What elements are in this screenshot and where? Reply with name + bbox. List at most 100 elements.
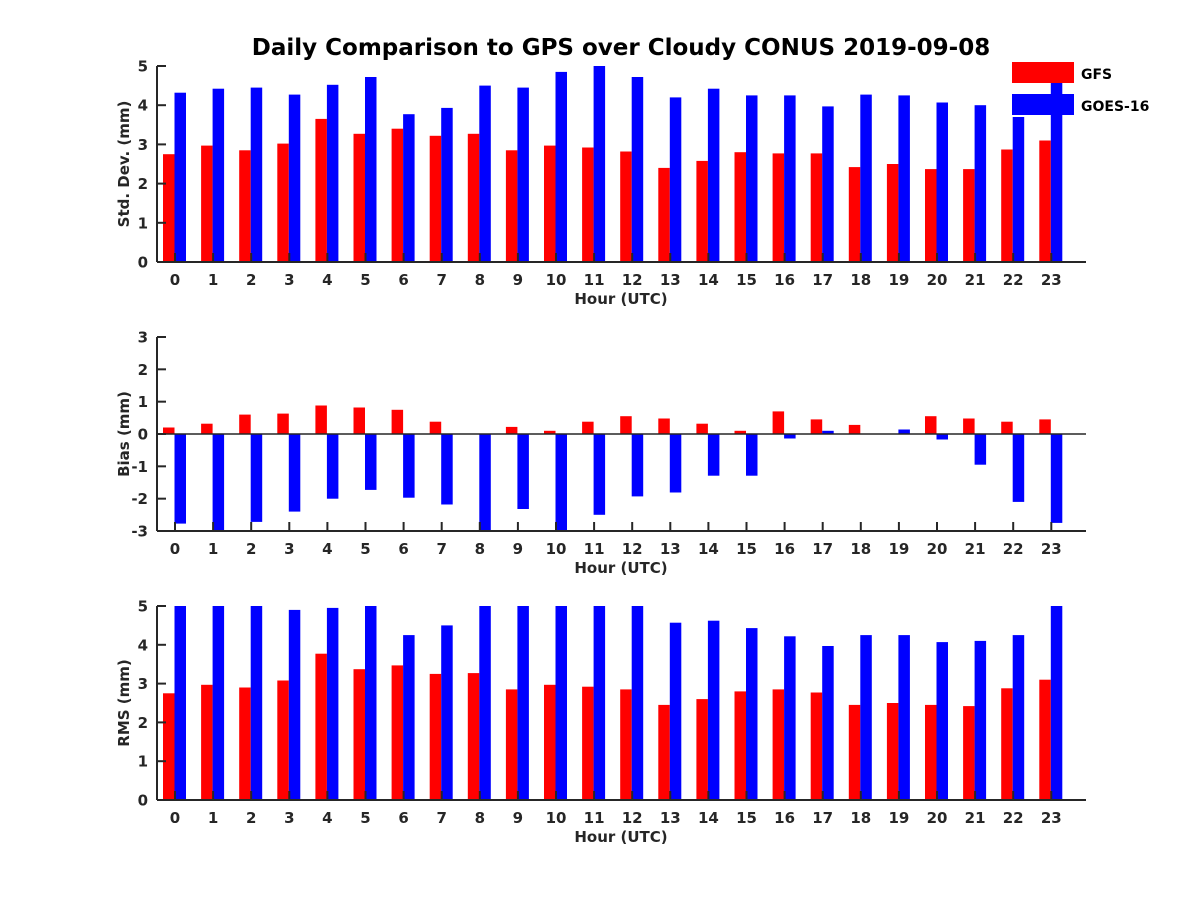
bar-stddev-goes16-7: [441, 107, 453, 263]
x-tick-label-stddev: 20: [927, 271, 948, 289]
bar-rms-goes16-9: [517, 606, 529, 800]
bar-bias-goes16-21: [974, 434, 987, 465]
bar-stddev-gfs-1: [201, 145, 213, 262]
bar-stddev-goes16-18: [860, 94, 872, 262]
bar-rms-gfs-0: [163, 693, 175, 800]
bar-stddev-gfs-15: [734, 152, 746, 262]
x-tick-label-rms: 7: [436, 809, 446, 827]
bar-bias-goes16-10: [555, 434, 567, 531]
bar-bias-goes16-12: [631, 434, 644, 497]
bar-rms-gfs-11: [582, 686, 594, 800]
x-tick-label-stddev: 7: [436, 271, 446, 289]
bar-stddev-gfs-9: [505, 150, 518, 262]
x-axis-label-stddev: Hour (UTC): [574, 290, 667, 308]
x-tick-label-rms: 19: [888, 809, 909, 827]
bar-rms-goes16-7: [441, 625, 453, 800]
bar-rms-gfs-6: [391, 665, 404, 800]
y-tick-label-stddev: 4: [138, 97, 148, 115]
x-tick-label-bias: 9: [513, 540, 523, 558]
x-tick-label-bias: 13: [660, 540, 681, 558]
x-tick-label-stddev: 5: [360, 271, 370, 289]
bar-rms-goes16-20: [936, 642, 948, 800]
bar-rms-gfs-9: [505, 689, 518, 800]
bar-bias-gfs-18: [848, 424, 861, 434]
bar-stddev-goes16-23: [1050, 66, 1063, 262]
bar-rms-gfs-13: [658, 704, 670, 800]
x-tick-label-stddev: 17: [812, 271, 833, 289]
bar-bias-goes16-5: [365, 434, 377, 490]
bar-rms-goes16-11: [593, 606, 606, 800]
bar-stddev-gfs-11: [582, 147, 594, 262]
bar-stddev-goes16-10: [555, 71, 567, 263]
bar-rms-gfs-19: [886, 703, 899, 800]
bar-rms-gfs-1: [201, 684, 213, 800]
bar-rms-gfs-14: [696, 699, 708, 800]
bar-rms-gfs-3: [277, 680, 289, 800]
x-tick-label-bias: 8: [475, 540, 485, 558]
bar-bias-goes16-15: [746, 434, 758, 476]
bar-rms-gfs-18: [848, 704, 861, 800]
x-tick-label-bias: 22: [1003, 540, 1024, 558]
x-tick-label-bias: 12: [622, 540, 643, 558]
bar-stddev-goes16-11: [593, 66, 606, 262]
y-tick-label-rms: 5: [138, 598, 148, 616]
bar-bias-gfs-13: [658, 418, 670, 434]
bar-bias-gfs-2: [239, 414, 251, 434]
bar-stddev-gfs-13: [658, 167, 670, 262]
bar-stddev-goes16-14: [707, 88, 720, 262]
bar-stddev-gfs-18: [848, 167, 861, 262]
x-tick-label-stddev: 0: [170, 271, 180, 289]
bar-bias-gfs-12: [620, 416, 632, 434]
bar-bias-gfs-20: [925, 416, 937, 434]
bar-stddev-goes16-12: [631, 77, 644, 262]
x-tick-label-bias: 20: [927, 540, 948, 558]
x-tick-label-rms: 10: [546, 809, 567, 827]
x-axis-label-bias: Hour (UTC): [574, 559, 667, 577]
x-tick-label-bias: 11: [584, 540, 605, 558]
x-tick-label-bias: 3: [284, 540, 294, 558]
bar-rms-goes16-23: [1050, 606, 1063, 800]
x-tick-label-stddev: 18: [850, 271, 871, 289]
x-tick-label-stddev: 15: [736, 271, 757, 289]
x-tick-label-stddev: 9: [513, 271, 523, 289]
x-tick-label-stddev: 6: [398, 271, 408, 289]
x-tick-label-bias: 21: [965, 540, 986, 558]
bar-rms-gfs-22: [1001, 688, 1013, 800]
x-tick-label-bias: 23: [1041, 540, 1062, 558]
y-tick-label-stddev: 2: [138, 175, 148, 193]
chart-title: Daily Comparison to GPS over Cloudy CONU…: [252, 35, 990, 61]
y-tick-label-stddev: 1: [138, 214, 148, 232]
x-tick-label-rms: 4: [322, 809, 332, 827]
y-tick-label-rms: 0: [138, 792, 148, 810]
bar-rms-gfs-5: [353, 669, 365, 800]
bar-stddev-goes16-8: [479, 85, 491, 262]
legend-swatch-gfs: [1012, 62, 1074, 83]
y-tick-label-rms: 2: [138, 714, 148, 732]
x-tick-label-bias: 19: [888, 540, 909, 558]
bar-bias-goes16-0: [174, 434, 186, 524]
bar-stddev-goes16-17: [822, 106, 834, 263]
bar-stddev-gfs-14: [696, 160, 708, 262]
bar-rms-gfs-20: [925, 704, 937, 800]
bar-stddev-gfs-8: [467, 133, 480, 262]
bar-bias-gfs-22: [1001, 421, 1013, 434]
x-tick-label-stddev: 4: [322, 271, 332, 289]
bar-bias-gfs-6: [391, 409, 404, 435]
x-tick-label-rms: 3: [284, 809, 294, 827]
bar-stddev-gfs-5: [353, 133, 365, 262]
y-tick-label-bias: 2: [138, 361, 148, 379]
bar-stddev-gfs-16: [772, 153, 785, 262]
y-tick-label-bias: 3: [138, 329, 148, 347]
x-tick-label-rms: 14: [698, 809, 719, 827]
y-tick-label-stddev: 0: [138, 254, 148, 272]
bar-bias-goes16-17: [822, 430, 834, 434]
bar-bias-gfs-14: [696, 423, 708, 434]
x-tick-label-rms: 22: [1003, 809, 1024, 827]
x-tick-label-stddev: 12: [622, 271, 643, 289]
bar-bias-gfs-11: [582, 421, 594, 434]
bar-bias-gfs-7: [429, 421, 442, 434]
bar-bias-gfs-17: [810, 419, 823, 434]
